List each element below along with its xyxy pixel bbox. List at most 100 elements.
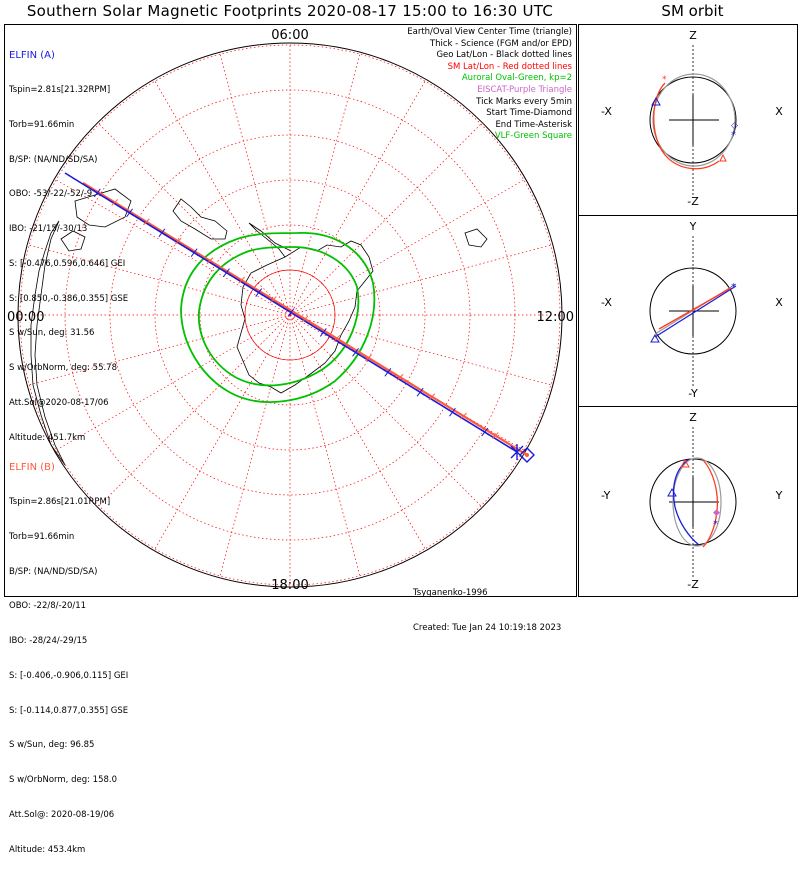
elfin-a-tick	[416, 387, 424, 397]
polar-footprint-map: 06:00 00:00 12:00 18:00 ELFIN (A) Tspin=…	[4, 24, 577, 855]
africa-coastline	[30, 220, 66, 466]
orbit-b-path	[653, 82, 720, 170]
clock-label-left: 00:00	[7, 310, 44, 325]
sm-lon-line	[98, 123, 291, 316]
axis-label-left: -Y	[601, 489, 611, 502]
orbit-a-end: *	[731, 130, 736, 141]
orbit-xz-svg: Z -Z -X X * ◇ *	[601, 29, 783, 208]
orbit-gray	[672, 457, 722, 547]
elfin-a-line: Att.Sol@2020-08-17/06	[9, 398, 109, 408]
legend-item: Thick - Science (FGM and/or EPD)	[429, 38, 572, 49]
model-name: Tsyganenko-1996	[413, 588, 488, 599]
orbit-a-path	[654, 285, 737, 338]
auroral-oval-inner	[197, 246, 360, 387]
elfin-b-tick	[238, 276, 245, 284]
orbit-yz-svg: Z -Z -Y Y ◆ *	[601, 411, 783, 591]
sm-lon-line	[154, 80, 291, 316]
elfin-a-line: S w/OrbNorm, deg: 55.78	[9, 363, 118, 374]
orbit-start-diamond: ◆	[713, 508, 720, 518]
orbit-panel-xy: Y -Y -X X *	[578, 215, 798, 407]
elfin-a-tick	[287, 308, 295, 317]
elfin-b-end-dot	[525, 453, 529, 457]
axis-label-right: X	[775, 296, 783, 309]
elfin-b-line: Tspin=2.86s[21.01RPM]	[9, 496, 111, 507]
elfin-a-tick	[158, 228, 166, 238]
footprint-tracks	[64, 172, 535, 463]
elfin-a-tick	[449, 407, 456, 417]
elfin-b-line: Att.Sol@: 2020-08-19/06	[9, 810, 115, 820]
elfin-a-line: Altitude: 451.7km	[9, 432, 86, 443]
orbit-a-triangle	[651, 96, 661, 106]
australia-coastline	[74, 188, 132, 228]
sm-lon-line	[55, 179, 291, 316]
orbit-a-triangle	[650, 333, 660, 343]
elfin-a-line: B/SP: (NA/ND/SD/SA)	[9, 154, 98, 165]
outer-boundary-circle	[17, 42, 563, 588]
elfin-a-line: S: [0.850,-0.386,0.355] GSE	[9, 293, 129, 304]
axis-label-bottom: -Z	[687, 195, 699, 208]
elfin-a-header: ELFIN (A)	[9, 50, 55, 62]
elfin-a-tick	[190, 248, 198, 258]
clock-label-right: 12:00	[537, 310, 574, 325]
elfin-b-line: S: [-0.406,-0.906,0.115] GEI	[9, 670, 129, 681]
sm-lon-line	[289, 123, 482, 316]
clock-label-bottom: 18:00	[271, 578, 308, 593]
elfin-a-line: S w/Sun, deg: 31.56	[9, 328, 95, 339]
elfin-b-line: Torb=91.66min	[9, 531, 75, 542]
legend-item: SM Lat/Lon - Red dotted lines	[447, 61, 572, 72]
legend: Earth/Oval View Center Time (triangle) T…	[407, 27, 572, 143]
sm-lon-line	[289, 54, 361, 316]
elfin-a-tick	[93, 188, 101, 198]
axis-label-bottom: -Y	[688, 387, 698, 400]
orbit-a-end: *	[731, 282, 736, 293]
elfin-a-tick	[319, 328, 327, 337]
legend-item: VLF-Green Square	[494, 131, 572, 142]
sm-lon-line	[289, 244, 551, 316]
elfin-b-tick	[428, 393, 436, 401]
madagascar-coastline	[60, 230, 86, 252]
elfin-a-line: S: [-0.476,0.596,0.646] GEI	[9, 258, 126, 269]
elfin-b-info: ELFIN (B) Tspin=2.86s[21.01RPM] Torb=91.…	[9, 439, 128, 880]
elfin-a-info: ELFIN (A) Tspin=2.81s[21.32RPM] Torb=91.…	[9, 27, 128, 468]
sm-latlon-grid	[19, 44, 561, 586]
sm-lat-ring	[19, 44, 561, 586]
sm-lon-line	[29, 244, 291, 316]
axis-label-left: -X	[601, 296, 612, 309]
axis-label-right: X	[775, 105, 783, 118]
orbit-a-start: ◇	[731, 121, 738, 131]
new-zealand-coastline	[464, 228, 488, 248]
elfin-b-line: S w/Sun, deg: 96.85	[9, 740, 95, 751]
auroral-oval-group	[180, 232, 376, 403]
elfin-b-line: OBO: -22/8/-20/11	[9, 601, 87, 612]
orbit-b-marker: *	[662, 75, 667, 85]
axis-label-top: Y	[689, 220, 697, 233]
orbit-a-path	[672, 458, 700, 546]
elfin-b-tick	[301, 315, 309, 323]
elfin-b-tick	[460, 412, 467, 420]
sm-lon-line	[154, 314, 291, 550]
sm-lon-line	[289, 80, 426, 316]
legend-item: End Time-Asterisk	[495, 119, 572, 130]
orbit-panel-yz: Z -Z -Y Y ◆ *	[578, 406, 798, 597]
elfin-b-tick	[111, 199, 119, 206]
elfin-a-tick	[384, 367, 392, 377]
orbit-b-triangle	[719, 153, 727, 162]
orbit-b-path	[702, 459, 719, 548]
start-diamond	[519, 447, 535, 463]
sm-lon-line	[29, 314, 291, 386]
elfin-b-line: S w/OrbNorm, deg: 158.0	[9, 775, 118, 786]
elfin-b-tick	[333, 335, 341, 342]
elfin-a-tick	[223, 268, 230, 277]
elfin-a-line: Tspin=2.81s[21.32RPM]	[9, 84, 111, 95]
elfin-a-line: IBO: -21/15/-30/13	[9, 224, 88, 235]
elfin-b-tick	[491, 432, 499, 439]
orbit-a-end: *	[713, 519, 718, 530]
legend-item: Start Time-Diamond	[486, 108, 572, 119]
plot-title: Southern Solar Magnetic Footprints 2020-…	[26, 2, 554, 20]
elfin-b-tick	[206, 257, 214, 265]
sm-lon-line	[55, 314, 291, 451]
elfin-b-line: B/SP: (NA/ND/SD/SA)	[9, 566, 98, 577]
elfin-b-line: Altitude: 453.4km	[9, 844, 86, 855]
axis-label-left: -X	[601, 105, 612, 118]
legend-item: Geo Lat/Lon - Black dotted lines	[436, 50, 572, 61]
